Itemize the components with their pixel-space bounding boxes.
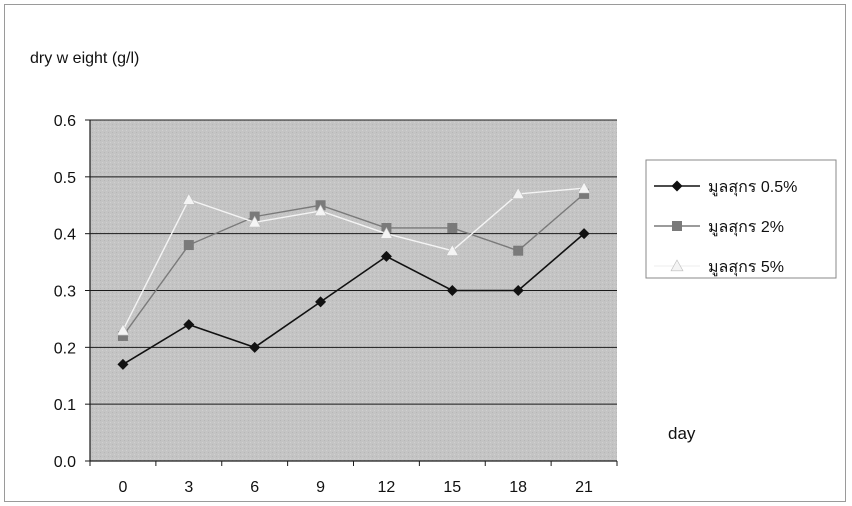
series-2-point	[117, 330, 128, 341]
series-3-point	[511, 187, 525, 199]
series-2-point	[579, 188, 590, 199]
series-1-point	[380, 250, 392, 262]
tick-labels: 0.0 0.1 0.2 0.3 0.4 0.5 0.6 0 3 6 9 12 15 18 21	[54, 113, 593, 496]
legend-marker-3	[670, 259, 684, 272]
x-tick-label: 21	[575, 479, 593, 496]
series-layer	[116, 181, 591, 370]
legend: มูลสุกร 0.5% มูลสุกร 2% มูลสุกร 5%	[645, 159, 837, 279]
legend-marker-1	[671, 180, 683, 192]
y-tick-label: 0.4	[54, 227, 76, 244]
series-3-point	[379, 227, 393, 239]
y-tick-label: 0.3	[54, 284, 76, 301]
series-1-point	[446, 285, 458, 296]
series-3-point	[116, 323, 130, 336]
x-tick-label: 9	[316, 479, 325, 496]
axes	[85, 119, 618, 466]
y-tick-label: 0.2	[54, 340, 76, 357]
series-3-point	[248, 215, 262, 228]
series-2-point	[183, 240, 194, 251]
series-2-point	[447, 222, 458, 233]
series-3-point	[182, 192, 196, 205]
series-2-point	[513, 245, 524, 256]
series-3-point	[314, 204, 328, 217]
y-tick-label: 0.5	[54, 170, 76, 187]
gridlines	[90, 119, 617, 405]
series-1-point	[512, 285, 524, 296]
y-axis-label: dry w eight (g/l)	[30, 50, 140, 67]
x-tick-label: 15	[443, 479, 461, 496]
series-3-point	[445, 244, 459, 256]
legend-label-1: มูลสุกร 0.5%	[708, 179, 797, 197]
series-1-point	[249, 341, 261, 353]
legend-marker-2	[672, 221, 682, 231]
x-tick-label: 3	[184, 479, 193, 496]
series-3-point	[577, 181, 591, 194]
legend-label-3: มูลสุกร 5%	[708, 259, 784, 277]
series-1-point	[315, 296, 327, 308]
series-1-point	[578, 228, 590, 240]
x-axis-label: day	[668, 424, 696, 443]
series-1-point	[117, 358, 129, 370]
x-tick-label: 6	[250, 479, 259, 496]
x-tick-label: 12	[378, 479, 396, 496]
legend-label-2: มูลสุกร 2%	[708, 219, 784, 237]
y-tick-label: 0.1	[54, 397, 76, 414]
legend-box	[645, 159, 837, 279]
x-tick-label: 0	[118, 479, 127, 496]
y-tick-label: 0.0	[54, 454, 76, 471]
series-line-1	[122, 233, 585, 366]
series-line-3	[122, 187, 585, 331]
y-tick-label: 0.6	[54, 113, 76, 130]
series-1-point	[183, 319, 195, 331]
x-tick-label: 18	[509, 479, 527, 496]
series-line-2	[122, 193, 585, 337]
